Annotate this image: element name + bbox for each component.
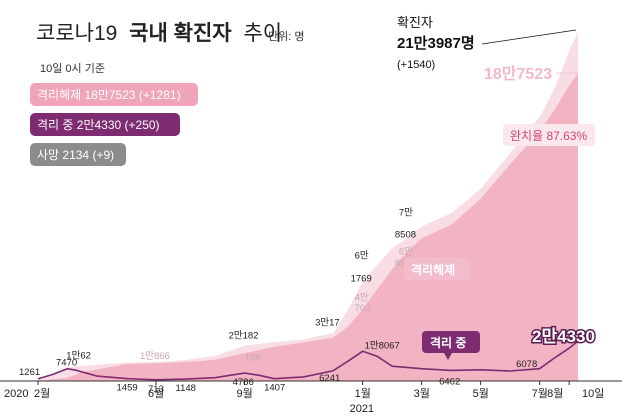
plot-areas [38,29,578,381]
data-label: 713 [148,384,164,395]
data-label: 6241 [319,373,340,384]
isolated-line [37,340,579,381]
isolated-tag-pointer [444,353,452,360]
x-tick-label: 5월 [473,387,489,400]
ratio-box [503,124,595,146]
x-axis: 2020 2월 6월 9월 1월 3월 5월 7월 8월 10일 2021 [0,380,622,415]
released-tag-text: 격리해제 [411,262,455,277]
legend-released-text: 격리해제 18만7523 (+1281) [37,88,181,102]
isolated-end-label: 2만4330 [532,327,595,346]
legend-deaths-box [30,143,126,166]
x-tick-label: 9월 [237,387,253,400]
x-tick-label: 1월 [355,387,371,400]
data-label: 1만8067 [365,340,400,351]
x-tick-label: 2020 [4,388,28,400]
unit-label: 단위: 명 [268,30,304,43]
confirmed-total-callout: 확진자 21만3987명 (+1540) [397,15,577,71]
isolated-tag-text: 격리 중 [430,335,466,350]
data-label: 3만17 [315,318,340,329]
data-label: 6만 [399,246,413,257]
data-label: 4만 [355,293,369,304]
x-tick-label: 2월 [34,387,50,400]
legend-deaths-text: 사망 2134 (+9) [37,148,114,162]
data-label: 8508 [395,229,416,240]
data-label: 1148 [176,383,196,394]
legend-isolated-box [30,113,180,136]
data-label: 6만 [355,250,369,261]
data-label: 1만62 [66,351,91,362]
isolated-tag [422,331,480,353]
title-prefix: 코로나19 [36,22,117,45]
x-tick-label: 6월 [148,387,164,400]
data-label: 6078 [516,359,537,370]
data-label: 1407 [264,383,285,394]
subtitle: 10일 0시 기준 [40,61,105,75]
confirmed-total: 21만3987명 [397,34,475,52]
x-tick-label: 8월 [547,387,563,400]
data-label: 1769 [351,274,372,285]
released-tag [404,258,470,280]
released-total-label: 18만7523 [484,65,552,83]
x-tick-label: 3월 [414,387,430,400]
title-bold: 국내 확진자 [129,22,232,45]
data-label: 158 [245,353,261,364]
ratio-label: 완치율 87.63% [510,129,587,143]
year-label: 2021 [350,403,374,415]
confirmed-label: 확진자 [397,15,433,30]
isolated-end-point [576,339,580,344]
confirmed-change: (+1540) [397,59,435,71]
data-label: 7470 [56,358,77,369]
data-label: 6462 [439,376,460,387]
legend-released-box [30,83,198,106]
data-label: 1459 [117,383,138,394]
confirmed-leader-line [481,29,577,45]
chart-title: 코로나19 국내 확진자 추이 [36,22,282,45]
legend-isolated-text: 격리 중 2만4330 (+250) [37,118,160,132]
title-suffix: 추이 [243,22,282,45]
data-label: 2만182 [229,331,259,342]
legend: 격리해제 18만7523 (+1281) 격리 중 2만4330 (+250) … [30,83,198,166]
released-area [38,73,578,381]
data-label: 703 [355,303,371,314]
x-tick-label: 10일 [582,386,604,400]
data-label: 7만 [399,208,413,219]
data-label: 1만866 [140,351,170,362]
x-tick-label: 7월 [532,387,548,400]
data-label: 1261 [19,367,40,378]
data-label: 4786 [233,377,254,388]
